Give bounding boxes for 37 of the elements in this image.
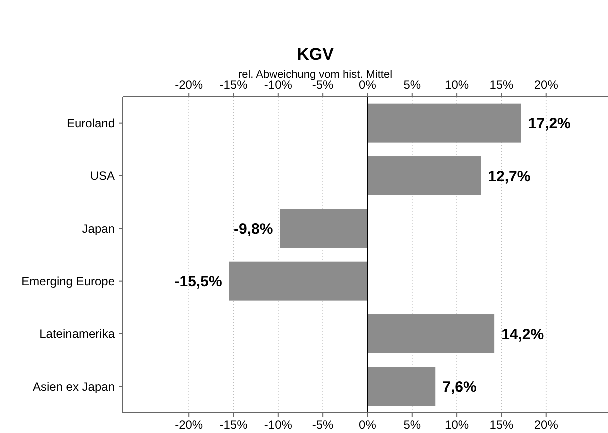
x-tick-label: -10% [264, 418, 293, 432]
data-label: 7,6% [442, 378, 477, 396]
y-tick-label: Euroland [66, 116, 115, 131]
x-tick-label: 20% [534, 418, 559, 432]
x-tick-label: 15% [490, 418, 514, 432]
x-tick-label: 10% [445, 418, 470, 432]
x-tick-label: 0% [359, 418, 377, 432]
y-tick-label: USA [90, 169, 115, 184]
y-tick-label: Japan [82, 222, 115, 236]
x2-tick-label: 10% [445, 78, 470, 92]
x2-tick-label: -15% [220, 78, 248, 92]
data-label: -9,8% [234, 220, 274, 238]
bar [280, 209, 368, 248]
x2-tick-label: 15% [490, 78, 514, 92]
data-label: 17,2% [528, 116, 571, 133]
y-tick-label: Emerging Europe [22, 274, 116, 289]
bar [368, 156, 482, 196]
data-label: 12,7% [488, 168, 531, 186]
x2-tick-label: -10% [264, 78, 293, 92]
x-tick-label: -20% [175, 418, 204, 432]
x-tick-label: 5% [404, 418, 422, 432]
chart-title: KGV [297, 45, 335, 64]
bar [229, 262, 368, 301]
chart-subtitle: rel. Abweichung vom hist. Mittel [238, 69, 393, 81]
x2-tick-label: 5% [404, 78, 422, 92]
data-label: -15,5% [174, 274, 222, 291]
x-tick-label: -5% [312, 418, 334, 432]
data-label: 14,2% [502, 326, 544, 344]
y-tick-label: Asien ex Japan [32, 380, 115, 394]
bar [368, 104, 522, 143]
x-tick-label: -15% [220, 418, 248, 432]
x2-tick-label: 0% [359, 78, 377, 92]
x2-tick-label: -20% [175, 78, 204, 92]
y-tick-label: Lateinamerika [40, 327, 116, 342]
x2-tick-label: 20% [534, 78, 559, 92]
bar [368, 314, 495, 354]
bar [368, 367, 436, 406]
